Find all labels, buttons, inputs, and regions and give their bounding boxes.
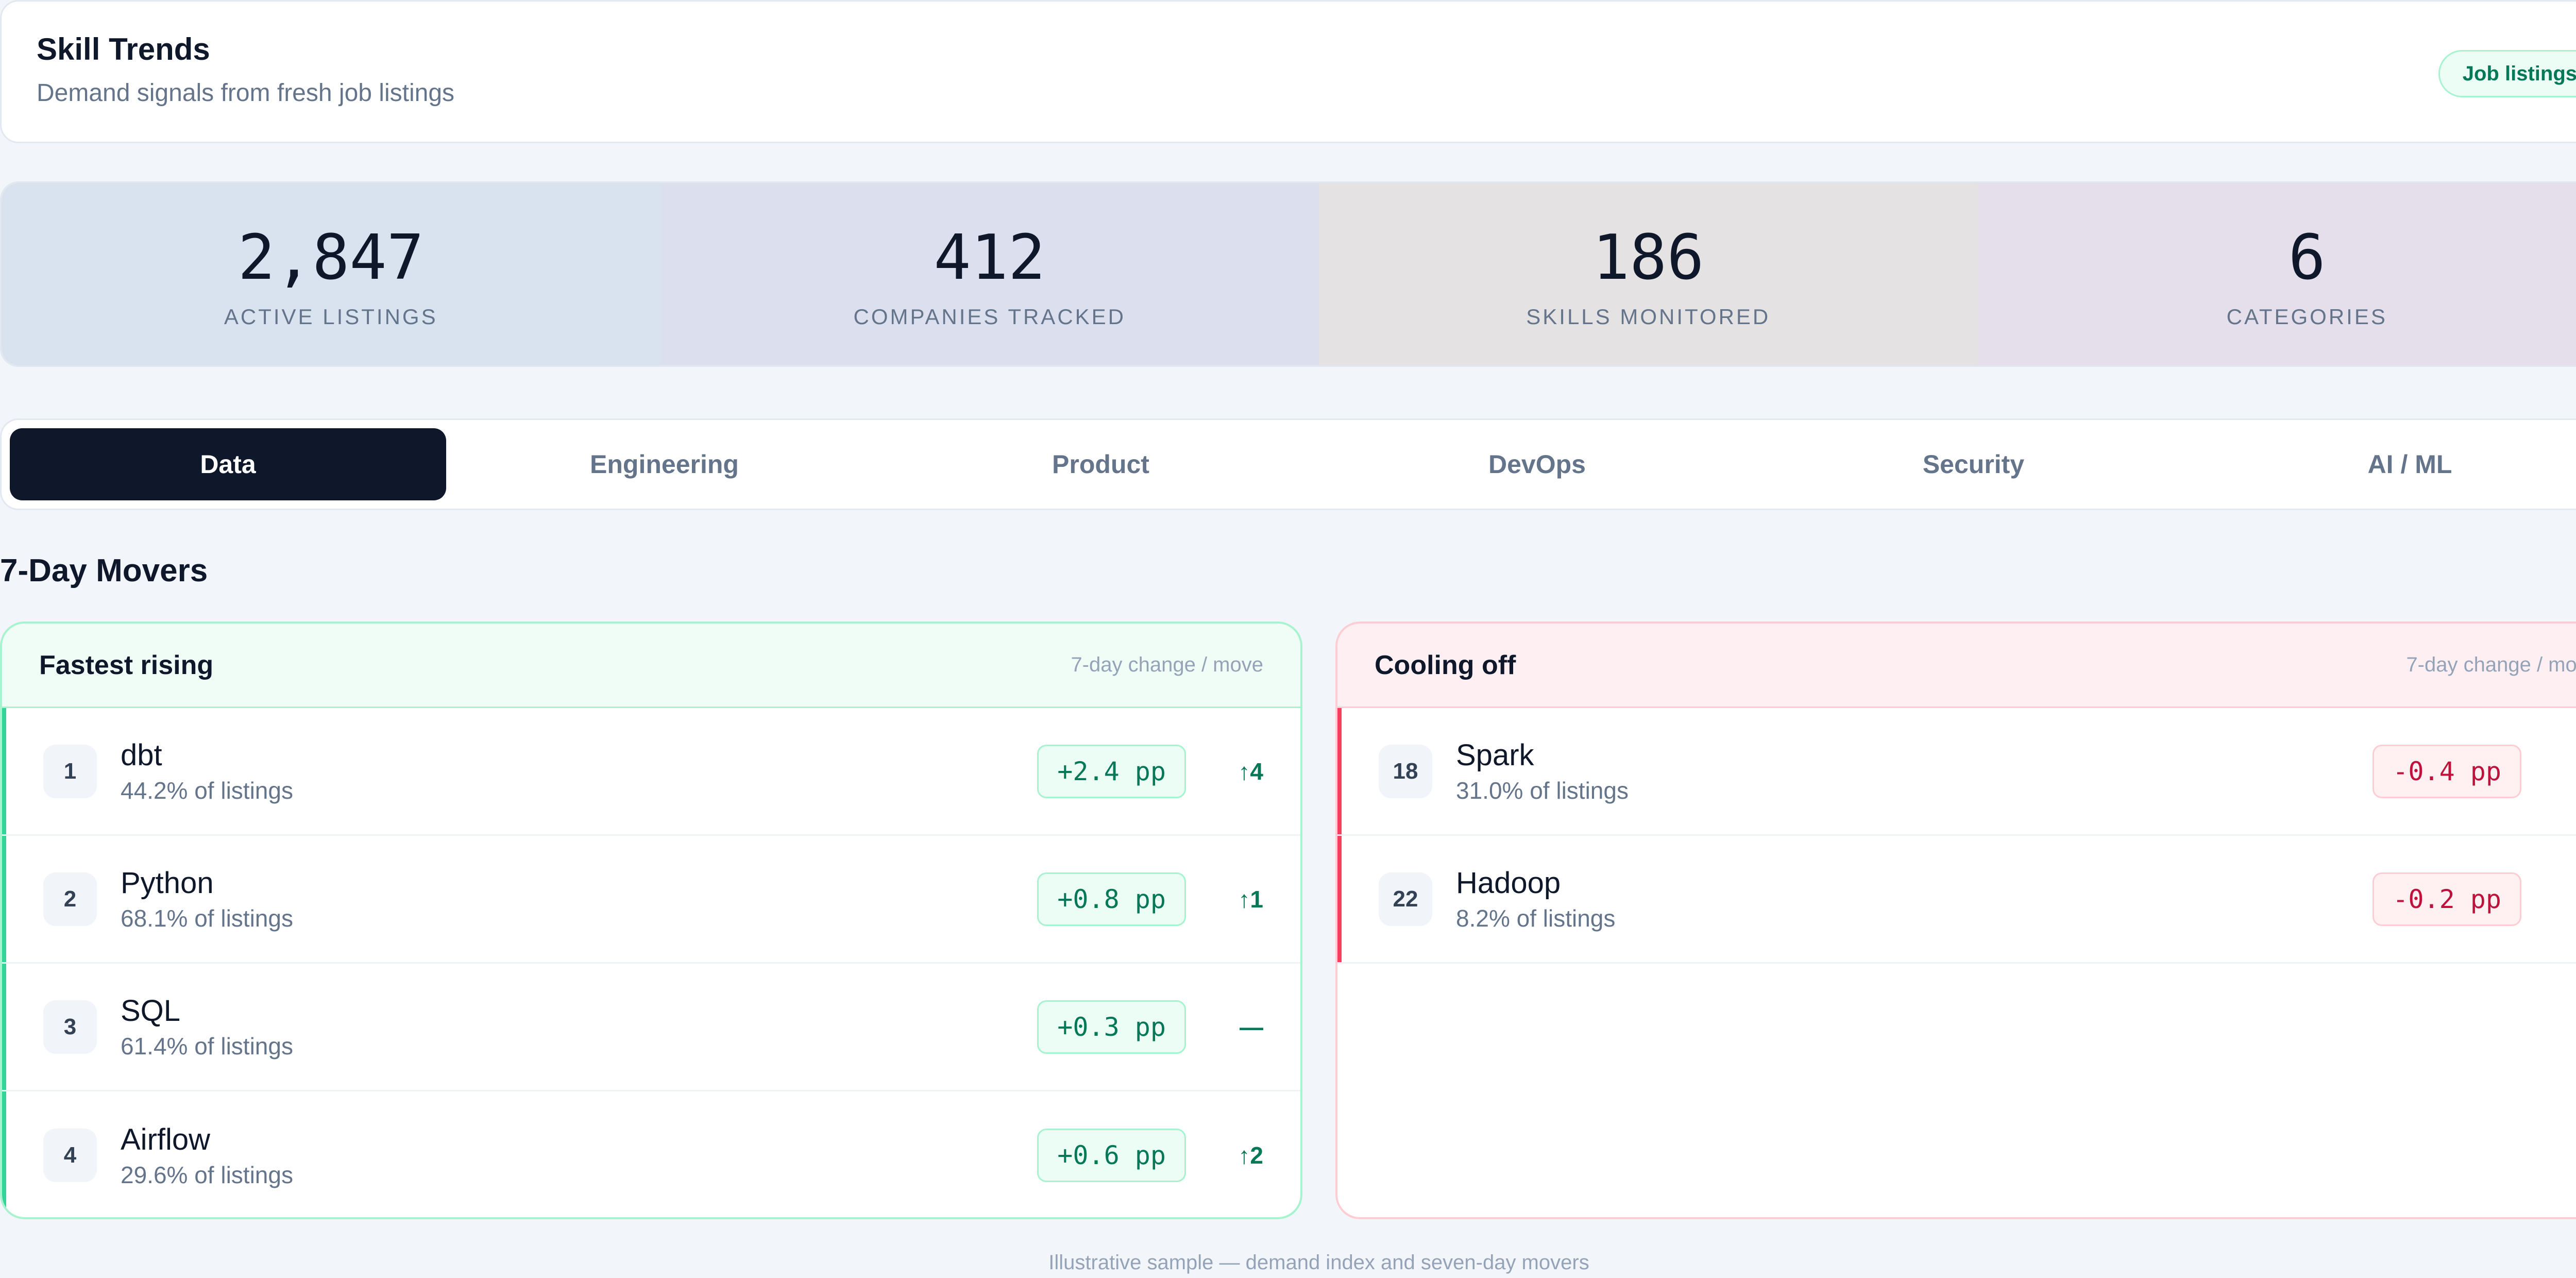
- accent-bar: [2, 1091, 6, 1217]
- fastest-rising-panel: Fastest rising 7-day change / move 1 dbt…: [0, 621, 1302, 1219]
- rank-move: ↓2: [2521, 758, 2576, 785]
- skill-info: Python 68.1% of listings: [121, 866, 1037, 932]
- rank-move: ↓1: [2521, 885, 2576, 913]
- skill-name: Airflow: [121, 1122, 211, 1156]
- rank-badge: 3: [43, 1000, 97, 1054]
- stat-categories: 6 CATEGORIES: [1977, 183, 2576, 365]
- tab-engineering[interactable]: Engineering: [590, 450, 739, 479]
- panel-header: Cooling off 7-day change / move: [1337, 624, 2576, 708]
- change-pill: -0.4 pp: [2372, 744, 2521, 798]
- list-item[interactable]: 3 SQL 61.4% of listings +0.3 pp —: [2, 964, 1300, 1091]
- skill-info: Spark 31.0% of listings: [1456, 738, 2372, 804]
- accent-bar: [2, 708, 6, 834]
- panel-header: Fastest rising 7-day change / move: [2, 624, 1300, 708]
- section-title: 7-Day Movers: [0, 553, 208, 588]
- list-item[interactable]: 1 dbt 44.2% of listings +2.4 pp ↑4: [2, 708, 1300, 836]
- stat-skills-monitored: 186 SKILLS MONITORED: [1319, 183, 1978, 365]
- skill-name: Python: [121, 866, 214, 900]
- list-item[interactable]: 2 Python 68.1% of listings +0.8 pp ↑1: [2, 836, 1300, 964]
- change-pill: +0.6 pp: [1037, 1129, 1186, 1182]
- category-tabs: Data Engineering Product DevOps Security…: [0, 418, 2576, 510]
- tab-devops[interactable]: DevOps: [1488, 450, 1586, 479]
- panel-note: 7-day change / move: [1071, 653, 1263, 676]
- stat-companies-tracked: 412 COMPANIES TRACKED: [660, 183, 1319, 365]
- skill-share: 44.2% of listings: [121, 777, 293, 804]
- rank-badge: 1: [43, 744, 97, 798]
- skill-name: Spark: [1456, 738, 1534, 772]
- rank-badge: 4: [43, 1129, 97, 1182]
- rank-badge: 18: [1379, 744, 1432, 798]
- skill-name: SQL: [121, 994, 181, 1028]
- skill-share: 29.6% of listings: [121, 1161, 293, 1188]
- stat-value: 186: [1592, 222, 1704, 294]
- source-badge: Job listings: [2438, 50, 2576, 97]
- stat-value: 2,847: [238, 222, 424, 294]
- stat-label: COMPANIES TRACKED: [853, 305, 1126, 329]
- panel-note: 7-day change / move: [2406, 653, 2576, 676]
- accent-bar: [1337, 708, 1342, 834]
- change-pill: +2.4 pp: [1037, 744, 1186, 798]
- skill-name: Hadoop: [1456, 866, 1561, 900]
- rank-badge: 22: [1379, 872, 1432, 926]
- page-subtitle: Demand signals from fresh job listings: [37, 79, 455, 107]
- change-pill: +0.8 pp: [1037, 872, 1186, 926]
- stat-label: SKILLS MONITORED: [1526, 305, 1771, 329]
- rank-move: ↑1: [1238, 885, 1263, 913]
- skill-name: dbt: [121, 738, 162, 772]
- skill-share: 31.0% of listings: [1456, 777, 1629, 804]
- header-card: Skill Trends Demand signals from fresh j…: [0, 0, 2576, 143]
- rank-badge: 2: [43, 872, 97, 926]
- list-item[interactable]: 22 Hadoop 8.2% of listings -0.2 pp ↓1: [1337, 836, 2576, 964]
- footer-note: Illustrative sample — demand index and s…: [1048, 1251, 1589, 1274]
- list-item[interactable]: 18 Spark 31.0% of listings -0.4 pp ↓2: [1337, 708, 2576, 836]
- stat-label: CATEGORIES: [2226, 305, 2387, 329]
- skill-info: Hadoop 8.2% of listings: [1456, 866, 2372, 932]
- panel-title: Fastest rising: [39, 650, 214, 680]
- rank-move: —: [1240, 1013, 1263, 1040]
- change-pill: +0.3 pp: [1037, 1000, 1186, 1054]
- tab-ai-ml[interactable]: AI / ML: [2367, 450, 2452, 479]
- rank-move: ↑2: [1238, 1142, 1263, 1169]
- page-title: Skill Trends: [37, 32, 210, 66]
- accent-bar: [1337, 836, 1342, 962]
- tab-product[interactable]: Product: [1052, 450, 1149, 479]
- tab-data[interactable]: Data: [10, 428, 446, 500]
- skill-share: 61.4% of listings: [121, 1033, 293, 1060]
- skill-info: dbt 44.2% of listings: [121, 738, 1037, 804]
- accent-bar: [2, 964, 6, 1090]
- skill-info: SQL 61.4% of listings: [121, 994, 1037, 1060]
- tab-security[interactable]: Security: [1922, 450, 2025, 479]
- stats-bar: 2,847 ACTIVE LISTINGS 412 COMPANIES TRAC…: [0, 181, 2576, 367]
- list-item[interactable]: 4 Airflow 29.6% of listings +0.6 pp ↑2: [2, 1091, 1300, 1217]
- accent-bar: [2, 836, 6, 962]
- cooling-off-panel: Cooling off 7-day change / move 18 Spark…: [1335, 621, 2576, 1219]
- rank-move: ↑4: [1238, 758, 1263, 785]
- skill-info: Airflow 29.6% of listings: [121, 1122, 1037, 1189]
- panel-title: Cooling off: [1375, 650, 1516, 680]
- skill-share: 8.2% of listings: [1456, 905, 1616, 932]
- stat-value: 6: [2288, 222, 2326, 294]
- stat-label: ACTIVE LISTINGS: [224, 305, 438, 329]
- change-pill: -0.2 pp: [2372, 872, 2521, 926]
- stat-active-listings: 2,847 ACTIVE LISTINGS: [2, 183, 660, 365]
- skill-share: 68.1% of listings: [121, 905, 293, 932]
- stat-value: 412: [934, 222, 1046, 294]
